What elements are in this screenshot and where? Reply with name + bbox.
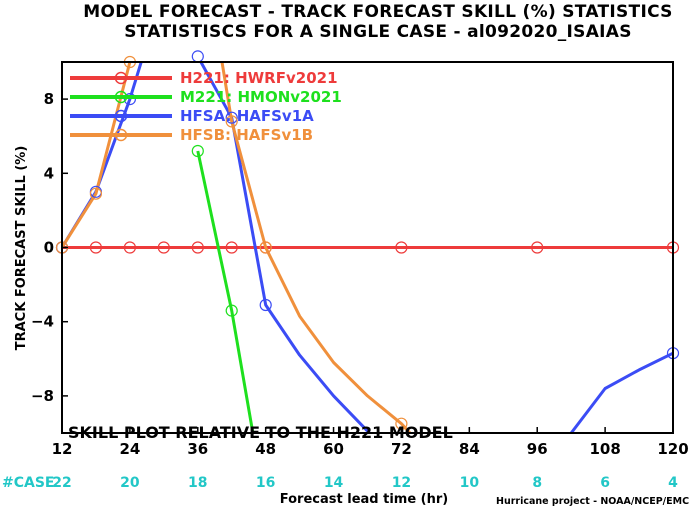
x-tick-label: 24 [119, 440, 140, 458]
point-hfsa-36 [191, 50, 204, 63]
legend-marker-h221 [114, 71, 128, 85]
marker-layer [55, 50, 680, 430]
point-hfsb-18 [89, 187, 103, 200]
case-count: 14 [324, 475, 344, 491]
legend-marker-hfsb [114, 128, 128, 142]
point-hfsa-24 [123, 92, 136, 106]
series-line-m221 [196, 150, 255, 433]
point-m221-36 [191, 144, 204, 158]
x-tick-label: 72 [391, 440, 412, 458]
y-axis-label: TRACK FORECAST SKILL (%) [14, 146, 29, 351]
x-tick-label: 120 [657, 440, 688, 458]
y-tick-label: −8 [31, 387, 54, 405]
point-hfsb-42 [225, 115, 238, 128]
chart-title: MODEL FORECAST - TRACK FORECAST SKILL (%… [83, 2, 672, 22]
chart-annotation: SKILL PLOT RELATIVE TO THE H221 MODEL [68, 423, 453, 442]
credit-text: Hurricane project - NOAA/NCEP/EMC [496, 496, 689, 507]
point-h221-24 [123, 241, 136, 254]
point-h221-30 [157, 241, 170, 254]
legend-marker-hfsa [114, 109, 128, 123]
series-line-hfsa [62, 62, 673, 433]
case-count: 20 [120, 475, 140, 491]
case-count: 8 [532, 475, 542, 491]
case-count: 4 [668, 475, 678, 491]
legend-label-hfsa: HFSA: HAFSv1A [180, 107, 314, 125]
x-tick-label: 84 [459, 440, 480, 458]
x-axis-ticks: 12 24 36 48 60 72 84 96 108 120 [52, 427, 689, 458]
point-h221-18 [89, 241, 103, 254]
point-m221-42 [225, 304, 238, 317]
case-label: #CASE [2, 475, 55, 491]
x-tick-label: 96 [527, 440, 548, 458]
x-tick-label: 36 [187, 440, 208, 458]
x-tick-label: 108 [589, 440, 620, 458]
x-tick-label: 60 [323, 440, 344, 458]
x-tick-label: 12 [52, 440, 73, 458]
case-count: 12 [392, 475, 411, 491]
point-h221-42 [225, 241, 238, 254]
x-tick-label: 48 [255, 440, 276, 458]
x-axis-label: Forecast lead time (hr) [280, 492, 448, 507]
y-tick-label: 4 [44, 164, 54, 182]
case-counts: 22 20 18 16 14 12 10 8 6 4 [52, 475, 678, 491]
point-hfsb-48 [259, 241, 272, 254]
legend-marker-m221 [114, 90, 128, 104]
legend-label-h221: H221: HWRFv2021 [180, 69, 338, 87]
y-tick-label: 8 [44, 90, 54, 108]
point-hfsa-42 [225, 111, 238, 124]
series-layer [62, 62, 673, 433]
point-h221-36 [191, 241, 204, 254]
y-axis-ticks: 8 4 0 −4 −8 [31, 90, 68, 405]
point-hfsa-48 [259, 298, 272, 312]
y-tick-label: −4 [31, 313, 54, 331]
case-count: 22 [52, 475, 71, 491]
point-h221-72 [395, 241, 408, 254]
legend-label-m221: M221: HMONv2021 [180, 88, 342, 106]
series-line-hfsb [62, 62, 412, 433]
case-count: 16 [256, 475, 275, 491]
legend-label-hfsb: HFSB: HAFSv1B [180, 126, 313, 144]
case-count: 6 [600, 475, 610, 491]
case-count: 10 [460, 475, 480, 491]
case-count: 18 [188, 475, 207, 491]
chart-subtitle: STATISTISCS FOR A SINGLE CASE - al092020… [124, 22, 632, 42]
y-tick-label: 0 [44, 239, 54, 257]
point-h221-96 [531, 241, 544, 254]
